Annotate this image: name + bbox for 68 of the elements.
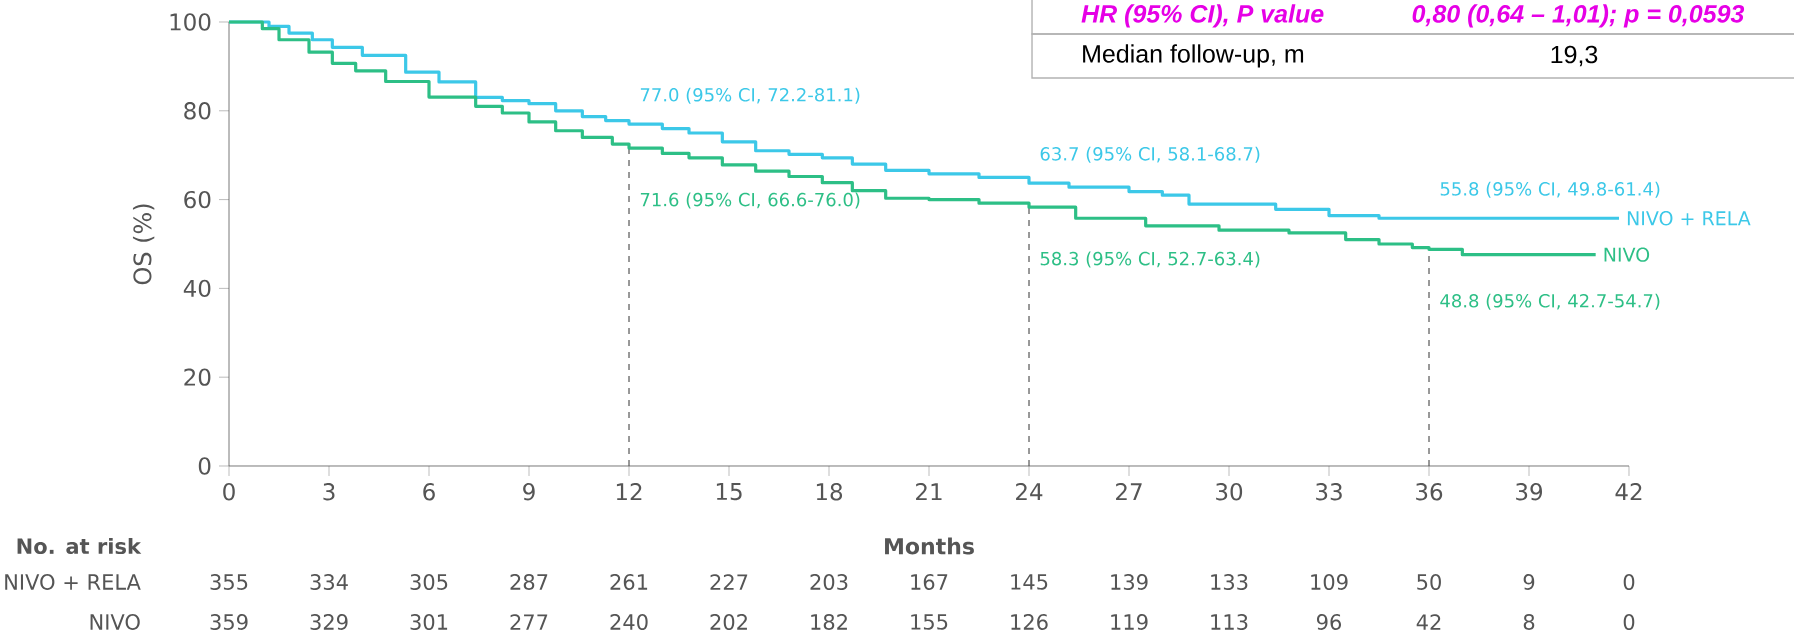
x-tick-label: 42 bbox=[1615, 483, 1642, 501]
text: 109 bbox=[1311, 574, 1348, 590]
y-tick-label: 100 bbox=[170, 13, 211, 31]
text: 9 bbox=[1523, 574, 1535, 590]
annotation: 19,3 bbox=[1551, 45, 1598, 67]
text: 240 bbox=[610, 614, 648, 630]
text: 0 bbox=[1623, 614, 1635, 630]
text: 359 bbox=[210, 614, 248, 630]
text: 329 bbox=[310, 614, 348, 630]
x-tick-label: 24 bbox=[1016, 483, 1043, 501]
y-tick-label: 40 bbox=[183, 279, 211, 298]
x-tick-label: 39 bbox=[1516, 483, 1543, 501]
annotation: 77.0 (95% CI, 72.2-81.1) bbox=[640, 87, 860, 104]
text: 155 bbox=[911, 614, 948, 630]
text: 167 bbox=[911, 574, 948, 590]
text: 96 bbox=[1316, 614, 1342, 630]
text: NIVO bbox=[90, 614, 140, 630]
text: 182 bbox=[811, 614, 847, 630]
text: 133 bbox=[1211, 574, 1248, 590]
annotation: 71.6 (95% CI, 66.6-76.0) bbox=[640, 192, 860, 209]
text: 145 bbox=[1011, 574, 1048, 590]
x-tick-label: 21 bbox=[916, 483, 942, 501]
text: 113 bbox=[1211, 614, 1248, 630]
y-tick-label: 80 bbox=[184, 102, 211, 120]
text: 287 bbox=[510, 574, 548, 590]
y-tick-label: 60 bbox=[184, 190, 211, 209]
annotation: 0,80 (0,64 – 1,01); p = 0,0593 bbox=[1412, 4, 1745, 28]
x-tick-label: 0 bbox=[223, 483, 235, 501]
annotation: 48.8 (95% CI, 42.7-54.7) bbox=[1440, 293, 1660, 310]
annotation: 58.3 (95% CI, 52.7-63.4) bbox=[1040, 251, 1260, 268]
y-axis-title: OS (%) bbox=[132, 204, 155, 285]
text: 119 bbox=[1111, 614, 1148, 630]
x-tick-label: 12 bbox=[616, 483, 642, 501]
series-label: NIVO + RELA bbox=[1627, 211, 1751, 226]
text: 8 bbox=[1523, 614, 1535, 630]
x-tick-label: 27 bbox=[1116, 483, 1142, 501]
x-tick-label: 36 bbox=[1416, 483, 1443, 501]
x-tick-label: 15 bbox=[716, 483, 742, 501]
annotation: 63.7 (95% CI, 58.1-68.7) bbox=[1040, 146, 1260, 163]
text: 126 bbox=[1011, 614, 1048, 630]
text: 202 bbox=[710, 614, 747, 630]
y-tick-label: 0 bbox=[198, 457, 211, 475]
y-tick-label: 20 bbox=[184, 368, 211, 386]
text: 227 bbox=[710, 574, 748, 590]
text: 50 bbox=[1417, 574, 1441, 590]
text: 301 bbox=[410, 614, 448, 630]
annotation: HR (95% CI), P value bbox=[1081, 4, 1324, 28]
x-tick-label: 3 bbox=[323, 483, 335, 501]
text: 277 bbox=[510, 614, 548, 630]
x-tick-label: 9 bbox=[523, 483, 535, 501]
x-tick-label: 30 bbox=[1216, 483, 1243, 501]
text: 355 bbox=[210, 574, 248, 590]
annotation: Median follow-up, m bbox=[1083, 44, 1304, 68]
text: 203 bbox=[810, 574, 848, 590]
text: 334 bbox=[310, 574, 348, 590]
text: NIVO + RELA bbox=[5, 574, 141, 590]
text: 261 bbox=[610, 574, 648, 590]
x-tick-label: 18 bbox=[816, 483, 843, 501]
annotation: 55.8 (95% CI, 49.8-61.4) bbox=[1440, 181, 1660, 198]
text: 0 bbox=[1623, 574, 1635, 590]
x-tick-label: 33 bbox=[1316, 483, 1342, 501]
text: 139 bbox=[1111, 574, 1148, 590]
x-axis-title: Months bbox=[885, 537, 974, 555]
text: 42 bbox=[1416, 614, 1441, 630]
x-tick-label: 6 bbox=[423, 483, 435, 501]
text: 305 bbox=[410, 574, 448, 590]
series-label: NIVO bbox=[1604, 247, 1650, 262]
text: No. at risk bbox=[17, 537, 142, 555]
